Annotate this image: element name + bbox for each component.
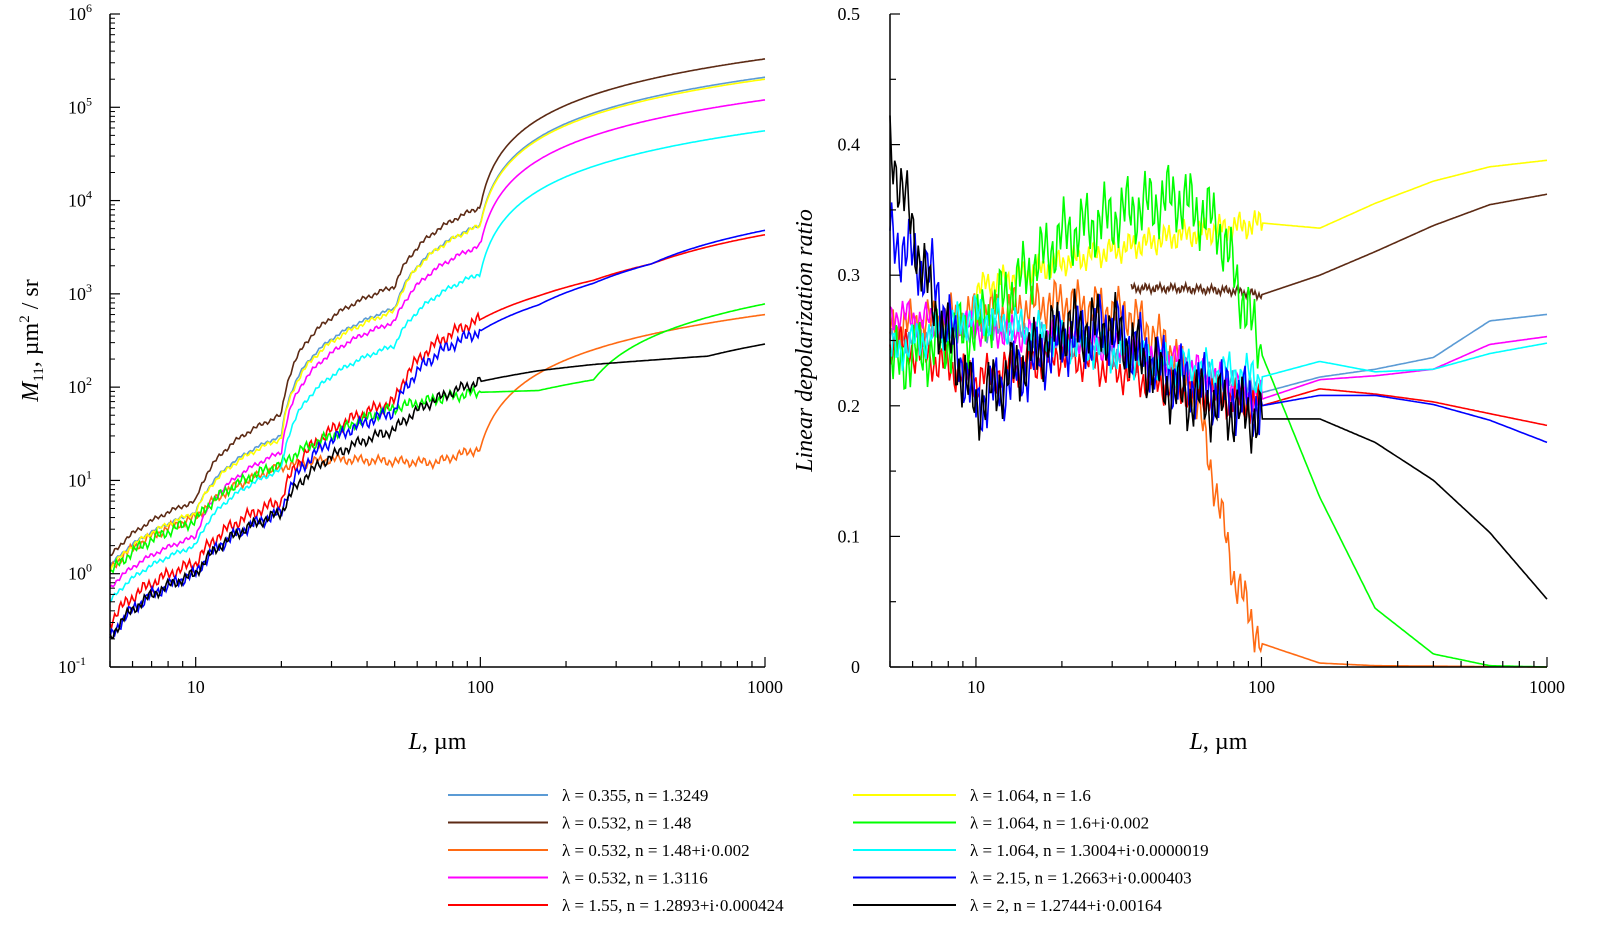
- y-axis-label: Linear depolarization ratio: [792, 209, 818, 473]
- legend-label: λ = 0.355, n = 1.3249: [562, 786, 708, 805]
- legend-label: λ = 1.55, n = 1.2893+i·0.000424: [562, 896, 784, 915]
- x-axis-label: L, µm: [408, 729, 467, 755]
- series-line-3: [109, 313, 766, 572]
- series-line-1: [109, 76, 766, 567]
- y-tick-label: 102: [68, 374, 92, 397]
- series-line-3: [889, 278, 1547, 668]
- x-tick-label: 10: [187, 677, 205, 697]
- y-tick-label: 10-1: [58, 654, 86, 677]
- x-axis-label: L, µm: [1189, 729, 1248, 755]
- legend: λ = 0.355, n = 1.3249 λ = 0.532, n = 1.48…: [448, 786, 1209, 915]
- x-tick-label: 10: [967, 677, 985, 697]
- y-axis-label: M11, µm2 / sr: [17, 279, 47, 402]
- series-line-4: [109, 99, 766, 588]
- y-tick-label: 0: [851, 657, 860, 677]
- series-line-7: [889, 164, 1547, 668]
- y-tick-label: 0.4: [838, 135, 861, 155]
- series-line-9: [109, 229, 766, 639]
- y-tick-label: 103: [68, 281, 92, 304]
- y-tick-label: 0.5: [838, 4, 861, 24]
- y-tick-label: 106: [68, 1, 92, 24]
- x-tick-label: 1000: [1529, 677, 1565, 697]
- y-tick-label: 0.2: [838, 396, 861, 416]
- legend-label: λ = 0.532, n = 1.48: [562, 814, 691, 833]
- series-line-2: [1130, 193, 1548, 302]
- series-line-8: [889, 294, 1548, 398]
- legend-label: λ = 1.064, n = 1.3004+i·0.0000019: [970, 841, 1209, 860]
- panel-depolarization: 10 100 1000 0 0.1 0.2 0.3 0.4 0.5 L, µm Linear dep…: [792, 4, 1565, 755]
- x-tick-label: 100: [1248, 677, 1275, 697]
- x-tick-label: 100: [467, 677, 494, 697]
- series-line-6: [975, 159, 1548, 303]
- legend-label: λ = 2.15, n = 1.2663+i·0.000403: [970, 869, 1192, 888]
- legend-label: λ = 0.532, n = 1.3116: [562, 869, 708, 888]
- panel-m11: 10 100 1000 10-1 100 101 102 103 104 105 106 L, µm M…: [17, 1, 783, 755]
- y-tick-label: 105: [68, 94, 92, 117]
- series-line-7: [109, 303, 766, 574]
- legend-label: λ = 1.064, n = 1.6: [970, 786, 1091, 805]
- series-line-10: [889, 115, 1548, 600]
- series-line-9: [889, 202, 1548, 444]
- series-line-10: [109, 343, 766, 640]
- series-line-2: [109, 58, 766, 557]
- y-tick-label: 0.1: [838, 526, 861, 546]
- series-line-5: [109, 234, 766, 631]
- series-line-6: [109, 78, 766, 573]
- legend-label: λ = 2, n = 1.2744+i·0.00164: [970, 896, 1162, 915]
- legend-label: λ = 0.532, n = 1.48+i·0.002: [562, 841, 750, 860]
- y-tick-label: 104: [68, 188, 92, 211]
- y-tick-label: 101: [68, 467, 92, 490]
- legend-label: λ = 1.064, n = 1.6+i·0.002: [970, 814, 1149, 833]
- x-tick-label: 1000: [747, 677, 783, 697]
- y-tick-label: 0.3: [838, 265, 861, 285]
- series-line-8: [109, 130, 766, 603]
- y-tick-label: 100: [68, 561, 92, 584]
